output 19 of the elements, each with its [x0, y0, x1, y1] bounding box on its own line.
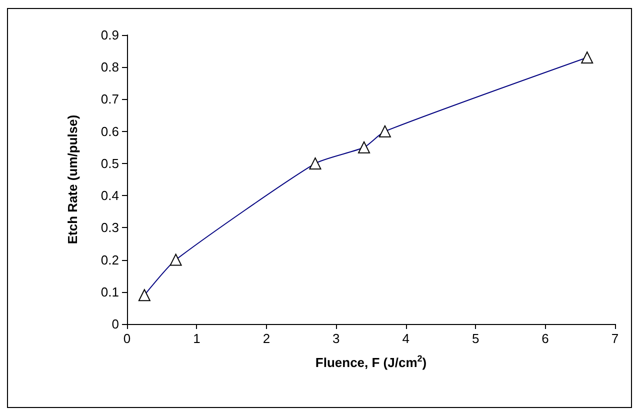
x-tick-label: 7	[611, 331, 619, 346]
y-tick-label: 0.2	[100, 252, 119, 268]
y-tick-label: 0.6	[100, 124, 119, 139]
y-tick-label: 0.7	[100, 92, 119, 107]
y-tick-label: 0.8	[100, 60, 119, 75]
y-tick-label: 0.4	[100, 188, 119, 204]
y-tick-label: 0.9	[100, 28, 119, 42]
y-tick-label: 0	[112, 316, 119, 332]
x-tick-label: 4	[402, 331, 410, 346]
x-tick-label: 3	[332, 331, 340, 346]
x-tick-label: 5	[472, 331, 480, 346]
y-tick-label: 0.3	[100, 220, 119, 236]
y-tick-label: 0.5	[100, 156, 119, 171]
y-tick-label: 0.1	[100, 284, 119, 300]
y-axis-title: Etch Rate (um/pulse)	[65, 114, 80, 244]
x-tick-label: 0	[123, 331, 131, 346]
x-tick-label: 2	[262, 331, 270, 346]
x-tick-label: 1	[193, 331, 200, 346]
x-tick-label: 6	[542, 331, 549, 346]
